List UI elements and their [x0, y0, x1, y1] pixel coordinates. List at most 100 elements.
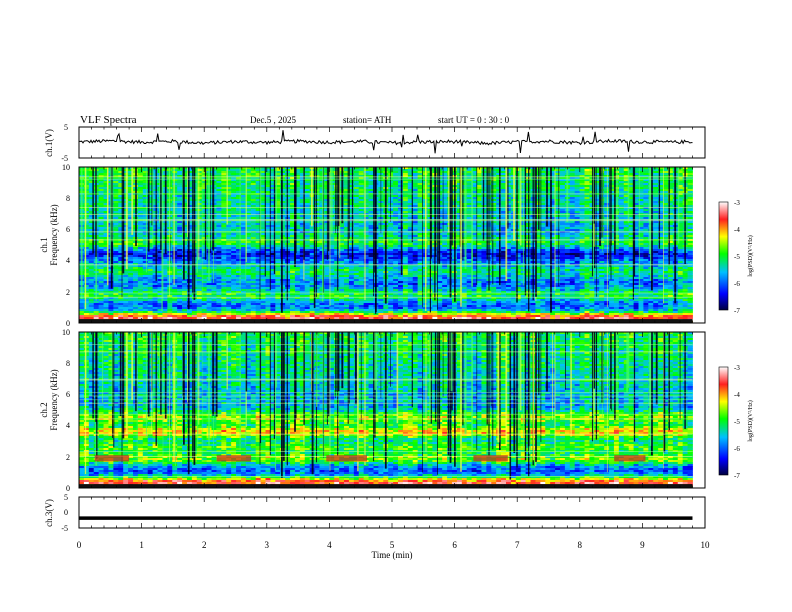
spectrogram-cell [569, 169, 576, 172]
spectrogram-cell [398, 195, 404, 198]
spectrogram-cell [353, 207, 360, 210]
spectrogram-cell [137, 173, 144, 176]
spectrogram-cell [221, 185, 227, 188]
spectrogram-cell [412, 179, 419, 182]
spectrogram-cell [88, 197, 95, 200]
spectrogram-cell [98, 187, 104, 190]
spectrogram-cell [442, 213, 448, 216]
spectrogram-cell [128, 203, 134, 206]
spectrogram-cell [633, 215, 639, 218]
spectrogram-cell [535, 167, 541, 170]
spectrogram-cell [643, 215, 649, 218]
spectrogram-cell [201, 221, 208, 224]
spectrogram-cell [687, 217, 693, 220]
spectrogram-cell [290, 181, 296, 184]
spectrogram-cell [466, 167, 473, 170]
spectrogram-cell [265, 233, 271, 236]
spectrogram-cell [98, 227, 104, 230]
spectrogram-cell [505, 227, 512, 230]
spectrogram-cell [417, 187, 423, 190]
spectrogram-cell [677, 199, 684, 202]
spectrogram-cell [172, 187, 178, 190]
spectrogram-cell [255, 211, 261, 214]
spectrogram-cell [559, 177, 566, 180]
spectrogram-cell [226, 195, 232, 198]
spectrogram-cell [501, 177, 507, 180]
spectrogram-cell [236, 191, 242, 194]
spectrogram-cell [496, 233, 502, 236]
spectrogram-cell [304, 209, 311, 212]
spectrogram-cell [88, 203, 95, 206]
spectrogram-cell [378, 243, 384, 246]
spectrogram-cell [407, 219, 414, 222]
spectrogram-cell [231, 189, 237, 192]
spectrogram-cell [177, 245, 183, 248]
spectrogram-cell [638, 215, 644, 218]
spectrogram-cell [201, 183, 208, 186]
spectrogram-cell [633, 217, 639, 220]
spectrogram-cell [515, 183, 522, 186]
spectrogram-cell [604, 201, 610, 204]
spectrogram-cell [515, 207, 522, 210]
spectrogram-cell [535, 221, 541, 224]
spectrogram-cell [368, 215, 374, 218]
spectrogram-cell [294, 179, 301, 182]
spectrogram-cell [407, 221, 414, 224]
spectrogram-cell [221, 171, 227, 174]
spectrogram-cell [270, 235, 276, 238]
spectrogram-cell [196, 221, 203, 224]
spectrogram-cell [687, 241, 693, 244]
spectrogram-cell [407, 207, 414, 210]
spectrogram-cell [687, 201, 693, 204]
spectrogram-cell [260, 225, 266, 228]
spectrogram-cell [687, 205, 693, 208]
spectrogram-cell [177, 211, 183, 214]
spectrogram-cell [334, 227, 340, 230]
spectrogram-cell [270, 215, 276, 218]
spectrogram-cell [579, 237, 585, 240]
spectrogram-cell [98, 185, 104, 188]
spectrogram-cell [98, 221, 104, 224]
spectrogram-cell [221, 189, 227, 192]
spectrogram-cell [290, 221, 296, 224]
spectrogram-cell [643, 213, 649, 216]
spectrogram-cell [240, 181, 247, 184]
spectrogram-cell [201, 175, 208, 178]
spectrogram-cell [471, 237, 477, 240]
spectrogram-cell [456, 185, 463, 188]
spectrogram-cell [177, 213, 183, 216]
spectrogram-cell [177, 195, 183, 198]
spectrogram-cell [667, 187, 674, 190]
spectrogram-cell [604, 205, 610, 208]
spectrogram-cell [304, 175, 311, 178]
spectrogram-cell [471, 219, 477, 222]
spectrogram-cell [231, 209, 237, 212]
spectrogram-cell [245, 233, 252, 236]
spectrogram-cell [344, 201, 350, 204]
spectrogram-cell [137, 243, 144, 246]
spectrogram-cell [250, 177, 257, 180]
spectrogram-cell [314, 201, 320, 204]
spectrogram-cell [653, 243, 659, 246]
spectrogram-cell [118, 181, 124, 184]
spectrogram-cell [417, 243, 423, 246]
spectrogram-cell [574, 211, 580, 214]
spectrogram-cell [152, 227, 158, 230]
spectrogram-cell [152, 237, 158, 240]
spectrogram-cell [142, 213, 149, 216]
spectrogram-cell [417, 225, 423, 228]
spectrogram-cell [348, 243, 355, 246]
spectrogram-cell [569, 183, 576, 186]
spectrogram-cell [653, 183, 659, 186]
spectrogram-cell [299, 199, 306, 202]
spectrogram-cell [658, 169, 664, 172]
spectrogram-cell [255, 229, 261, 232]
ch1-spectrogram-panel: 10 8 6 4 2 0 ch.1 Frequency (kHz) [39, 163, 706, 328]
spectrogram-cell [663, 195, 669, 198]
spectrogram-cell [584, 179, 590, 182]
spectrogram-cell [584, 187, 590, 190]
spectrogram-cell [623, 215, 630, 218]
spectrogram-cell [344, 191, 350, 194]
spectrogram-cell [628, 199, 634, 202]
spectrogram-cell [579, 243, 585, 246]
